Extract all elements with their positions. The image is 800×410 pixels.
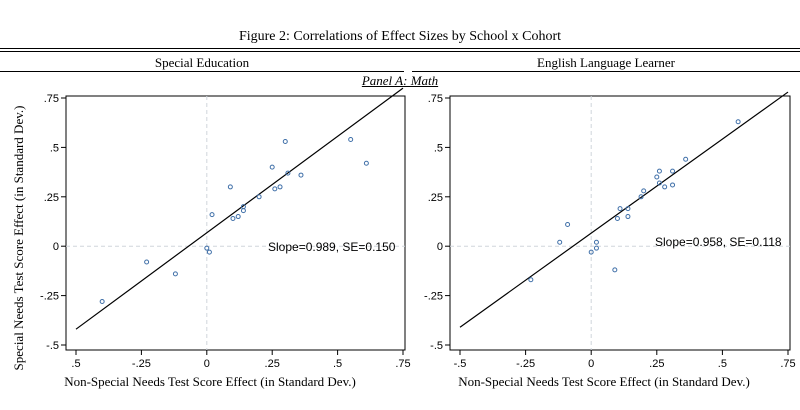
data-point xyxy=(269,164,275,170)
data-point xyxy=(588,249,594,255)
x-tick-label: 0 xyxy=(588,358,594,370)
data-point xyxy=(227,184,233,190)
data-point xyxy=(617,206,623,212)
data-point xyxy=(670,182,676,188)
y-tick-label: .5 xyxy=(434,142,443,154)
data-point xyxy=(99,299,105,305)
y-tick-label: .25 xyxy=(428,192,443,204)
data-point xyxy=(683,156,689,162)
column-header-special-education: Special Education xyxy=(154,55,250,70)
data-point xyxy=(282,138,288,144)
data-point xyxy=(256,194,262,200)
x-tick-label: .5 xyxy=(718,358,727,370)
data-point xyxy=(144,259,150,265)
slope-annotation: Slope=0.958, SE=0.118 xyxy=(655,235,782,249)
data-point xyxy=(625,214,631,220)
column-header-english-language-learner: English Language Learner xyxy=(537,55,675,70)
x-tick-label: .5 xyxy=(333,358,342,370)
data-point xyxy=(528,277,534,283)
figure-title: Figure 2: Correlations of Effect Sizes b… xyxy=(238,29,562,44)
y-tick-label: .5 xyxy=(50,142,59,154)
data-point xyxy=(235,214,241,220)
left-column-rule xyxy=(0,71,404,72)
x-axis-label-right: Non-Special Needs Test Score Effect (in … xyxy=(458,374,750,389)
data-point xyxy=(363,160,369,166)
data-point xyxy=(204,245,210,251)
chart-special-education: -.5 -.25 0 .25 .5 .75 .5 -.25 0 .25 .5 .75 Slope=0.9… xyxy=(40,87,411,370)
data-point xyxy=(230,216,236,222)
y-tick-label: -.25 xyxy=(40,291,59,303)
data-point xyxy=(240,204,246,210)
data-point xyxy=(614,216,620,222)
data-point xyxy=(272,186,278,192)
data-point xyxy=(240,208,246,214)
plot-frame xyxy=(449,95,791,351)
x-tick-label: 0 xyxy=(204,358,210,370)
fit-line xyxy=(75,87,404,330)
data-point xyxy=(348,136,354,142)
data-point xyxy=(612,267,618,273)
x-tick-label: -.5 xyxy=(454,358,467,370)
data-point xyxy=(209,212,215,218)
data-point xyxy=(285,170,291,176)
data-point xyxy=(662,184,668,190)
y-tick-label: .75 xyxy=(44,93,59,105)
data-point xyxy=(654,174,660,180)
y-tick-label: -.25 xyxy=(424,291,443,303)
data-point xyxy=(670,168,676,174)
y-tick-label: .75 xyxy=(428,93,443,105)
chart-english-language-learner: -.5 -.25 0 .25 .5 .75 -.5 -.25 0 .25 .5 .75 Slope=0.… xyxy=(424,91,796,370)
fit-line xyxy=(459,91,789,328)
plot-frame xyxy=(65,95,406,351)
top-rule-2 xyxy=(0,51,800,52)
data-point xyxy=(557,239,563,245)
panel-label: Panel A: Math xyxy=(361,73,439,88)
data-point xyxy=(565,221,571,227)
data-point xyxy=(593,239,599,245)
y-tick-label: .25 xyxy=(44,192,59,204)
data-point xyxy=(206,249,212,255)
x-tick-label: -.25 xyxy=(132,358,151,370)
data-point xyxy=(735,119,741,125)
top-rule-1 xyxy=(0,48,800,49)
x-axis-label-left: Non-Special Needs Test Score Effect (in … xyxy=(64,374,356,389)
x-tick-label: -.25 xyxy=(516,358,535,370)
x-tick-label: .75 xyxy=(395,358,410,370)
data-point xyxy=(656,180,662,186)
y-tick-label: 0 xyxy=(437,241,443,253)
x-tick-label: .25 xyxy=(265,358,280,370)
data-point xyxy=(656,168,662,174)
data-point xyxy=(277,184,283,190)
data-point xyxy=(298,172,304,178)
data-point xyxy=(641,188,647,194)
right-column-rule xyxy=(412,71,800,72)
data-point xyxy=(625,206,631,212)
y-tick-label: -.5 xyxy=(46,340,59,352)
slope-annotation: Slope=0.989, SE=0.150 xyxy=(268,240,396,254)
data-point xyxy=(638,194,644,200)
data-point xyxy=(172,271,178,277)
x-tick-label: .75 xyxy=(780,358,795,370)
y-tick-label: 0 xyxy=(53,241,59,253)
x-tick-label: .25 xyxy=(649,358,664,370)
y-tick-label: -.5 xyxy=(430,340,443,352)
x-tick-label: .5 xyxy=(71,358,80,370)
data-point xyxy=(593,245,599,251)
